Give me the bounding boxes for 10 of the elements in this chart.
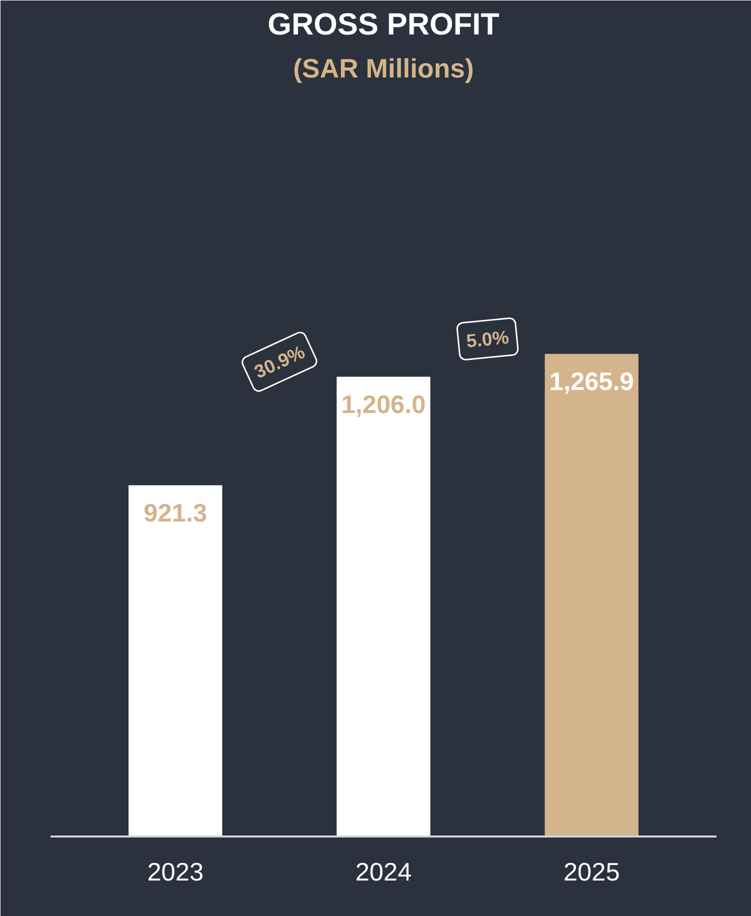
data-label: 921.3 <box>144 499 208 528</box>
data-label: 1,265.9 <box>549 368 634 396</box>
text: 5.0% <box>465 326 510 352</box>
chart-title: GROSS PROFIT <box>268 8 500 42</box>
x-tick-label: 2023 <box>147 858 204 886</box>
x-tick-label: 2024 <box>355 858 412 886</box>
x-tick-label: 2025 <box>563 858 620 886</box>
data-label: 1,206.0 <box>341 390 426 419</box>
chart-subtitle: (SAR Millions) <box>293 54 474 84</box>
annotation: 30.9% <box>251 340 308 382</box>
